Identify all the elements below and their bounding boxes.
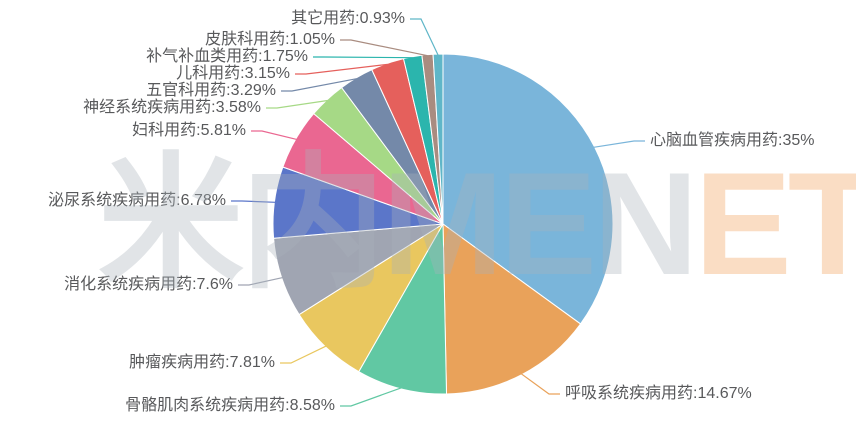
slice-label: 其它用药:0.93% [291, 10, 405, 27]
slice-label: 泌尿系统疾病用药:6.78% [48, 192, 226, 209]
slice-label: 骨骼肌肉系统疾病用药:8.58% [125, 397, 335, 414]
label-leader-line [231, 200, 276, 203]
slice-label: 皮肤科用药:1.05% [205, 31, 335, 48]
label-leader-line [593, 140, 645, 148]
slice-label: 儿科用药:3.15% [176, 65, 290, 82]
label-leader-line [280, 345, 327, 364]
label-leader-line [340, 387, 402, 407]
pie-slice[interactable] [358, 222, 448, 395]
label-leader-line [281, 78, 357, 92]
label-leader-line [295, 63, 388, 75]
slice-label: 补气补血类用药:1.75% [146, 48, 308, 65]
slice-label: 心脑血管疾病用药:35% [650, 132, 815, 149]
slice-label: 肿瘤疾病用药:7.81% [129, 354, 275, 371]
slice-label: 妇科用药:5.81% [132, 122, 246, 139]
label-leader-line [520, 373, 560, 395]
label-leader-line [251, 130, 297, 140]
label-leader-line [313, 56, 413, 59]
slice-label: 五官科用药:3.29% [146, 82, 276, 99]
slice-label: 神经系统疾病用药:3.58% [83, 99, 261, 116]
label-leader-line [238, 277, 283, 286]
slice-label: 呼吸系统疾病用药:14.67% [565, 385, 752, 402]
label-leader-line [340, 39, 428, 57]
slice-label: 消化系统疾病用药:7.6% [64, 276, 233, 293]
label-leader-line [410, 18, 439, 56]
label-leader-line [266, 99, 328, 109]
